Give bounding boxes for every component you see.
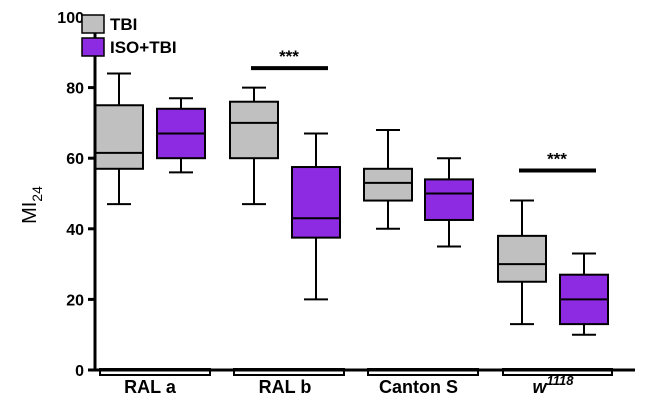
interquartile-box <box>291 166 341 239</box>
category-label-main: w <box>532 377 547 397</box>
y-tick-label: 60 <box>66 151 84 168</box>
category-label-main: RAL b <box>259 377 312 397</box>
category-label: RAL b <box>259 377 312 397</box>
legend-swatch-iso-tbi <box>81 37 105 57</box>
box-tbi-2 <box>363 128 413 230</box>
legend: TBI ISO+TBI <box>81 14 177 57</box>
box-tbi-0 <box>94 72 144 206</box>
y-tick-label: 0 <box>75 363 84 380</box>
svg-text:MI24: MI24 <box>19 186 45 224</box>
category-label-main: Canton S <box>379 377 458 397</box>
box-iso-tbi-1 <box>291 132 341 301</box>
category-label: w1118 <box>532 373 574 397</box>
box-iso-tbi-2 <box>424 157 474 248</box>
box-tbi-1 <box>229 86 279 206</box>
y-axis-label-subscript: 24 <box>29 186 45 202</box>
significance-label: *** <box>279 47 299 66</box>
box-iso-tbi-3 <box>559 252 609 336</box>
category-label: RAL a <box>124 377 177 397</box>
category-label: Canton S <box>379 377 458 397</box>
y-tick-label: 80 <box>66 81 84 98</box>
box-tbi-3 <box>497 199 547 326</box>
category-label-superscript: 1118 <box>547 373 575 388</box>
legend-label-tbi: TBI <box>110 15 137 34</box>
legend-label-iso-tbi: ISO+TBI <box>110 38 177 57</box>
box-series <box>94 72 609 336</box>
interquartile-box <box>363 167 413 202</box>
interquartile-box <box>424 178 474 221</box>
interquartile-box <box>94 104 144 170</box>
y-axis-ticks: 0 20 40 60 80 100 <box>57 10 95 380</box>
significance-label: *** <box>547 150 567 169</box>
significance-markers: *** *** <box>251 47 596 173</box>
interquartile-box <box>497 234 547 283</box>
y-axis-label: MI24 <box>19 186 45 224</box>
legend-swatch-tbi <box>81 14 105 34</box>
category-label-main: RAL a <box>124 377 177 397</box>
x-axis-category-labels: RAL a RAL b Canton S w1118 <box>124 373 574 397</box>
box-iso-tbi-0 <box>156 97 206 174</box>
interquartile-box <box>229 100 279 160</box>
y-tick-label: 40 <box>66 222 84 239</box>
y-axis-label-main: MI <box>19 202 41 224</box>
y-tick-label: 100 <box>57 10 84 27</box>
y-tick-label: 20 <box>66 292 84 309</box>
